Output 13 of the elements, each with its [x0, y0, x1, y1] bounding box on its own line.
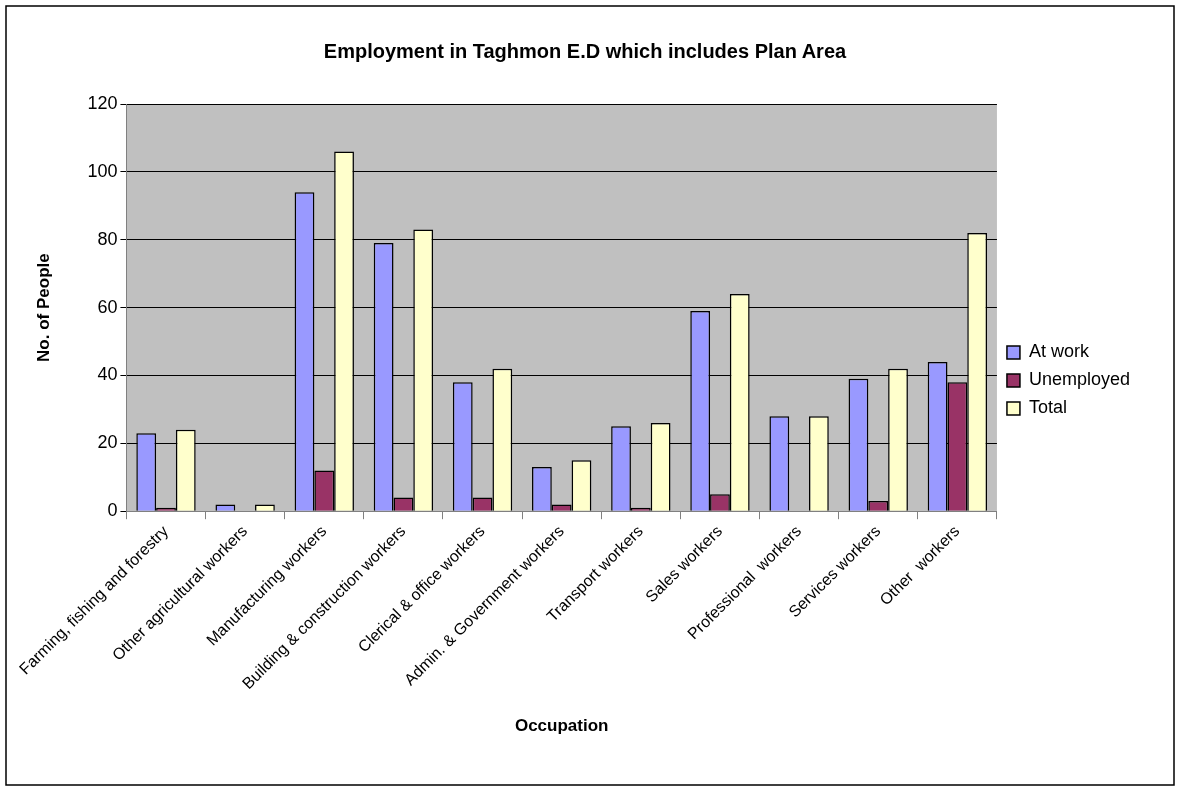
y-axis-title: No. of People [33, 253, 53, 362]
chart-title: Employment in Taghmon E.D which includes Plan Area [323, 39, 848, 62]
legend-label: Unemployed [1028, 369, 1131, 390]
y-tick-label: 20 [97, 432, 118, 453]
legend-label: Total [1028, 397, 1067, 418]
y-tick-label: 80 [97, 228, 118, 249]
y-tick-label: 40 [97, 364, 118, 385]
y-tick-label: 0 [107, 500, 118, 521]
y-tick-label: 120 [87, 92, 118, 113]
legend-label: At work [1028, 341, 1090, 362]
x-axis-title: Occupation [514, 716, 609, 736]
y-tick-label: 100 [87, 160, 118, 181]
y-tick-label: 60 [97, 296, 118, 317]
